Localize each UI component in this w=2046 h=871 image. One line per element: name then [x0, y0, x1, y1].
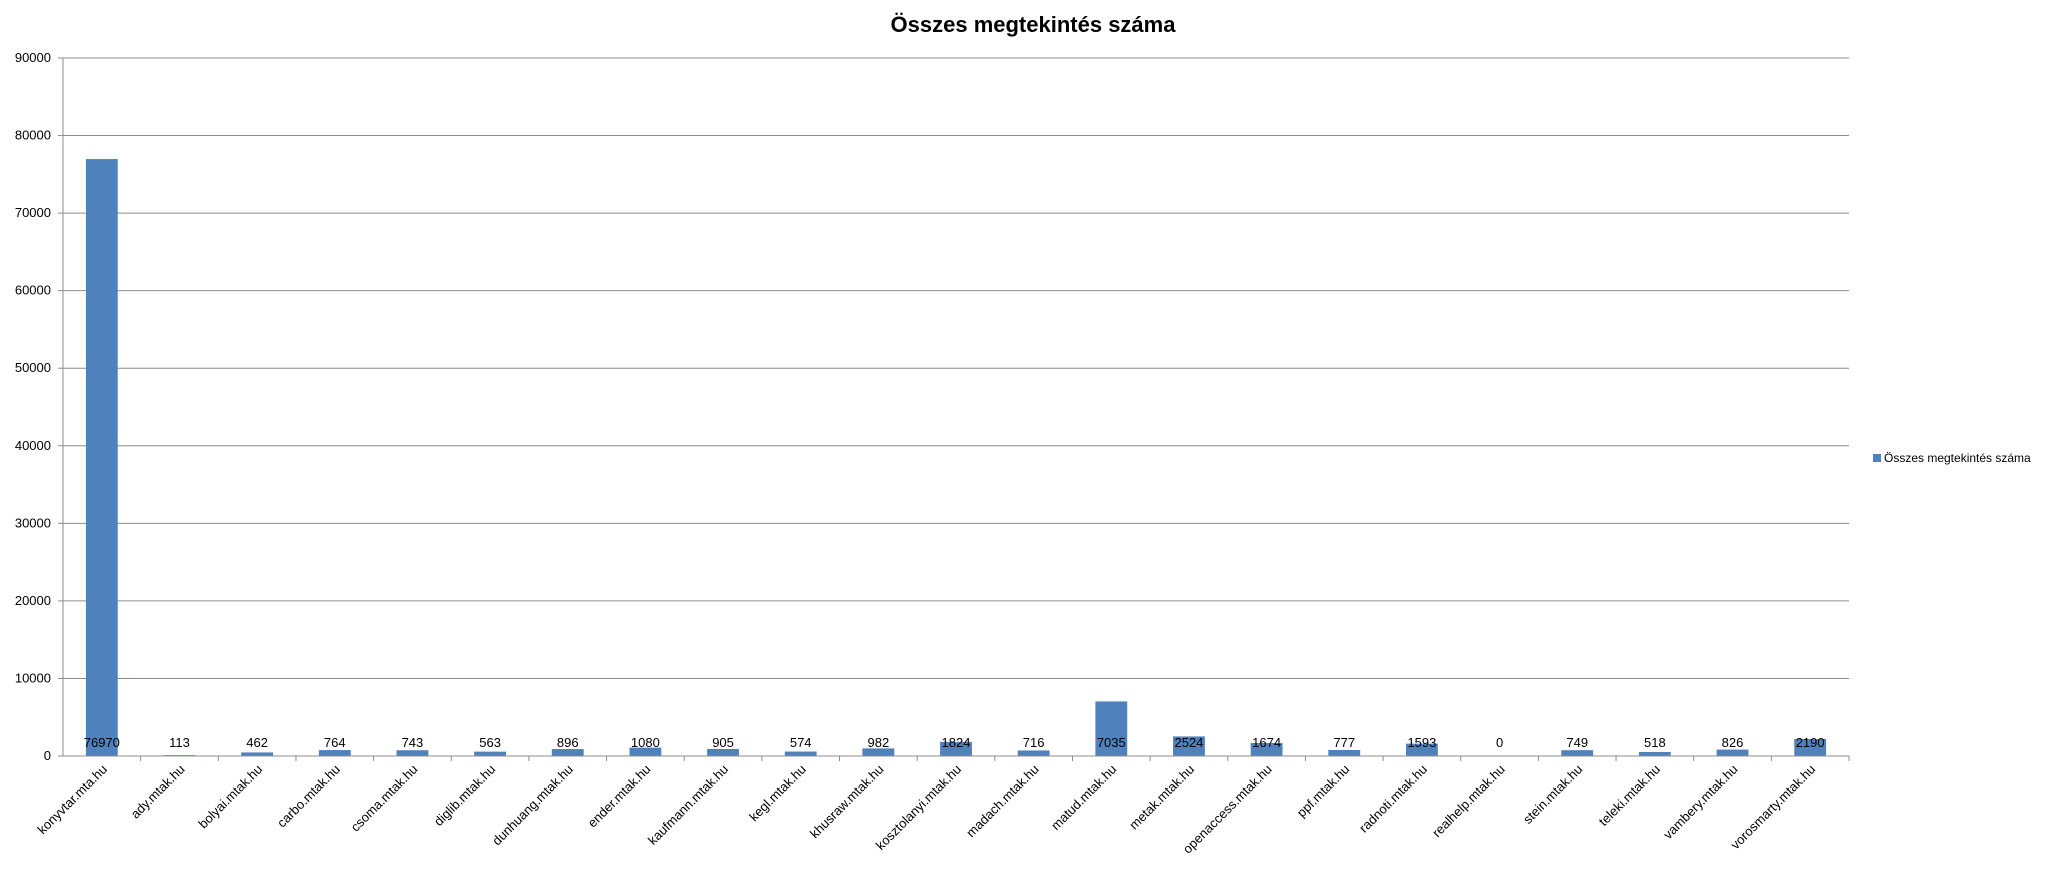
data-label: 1080: [631, 735, 660, 750]
data-label: 764: [324, 735, 346, 750]
x-tick-label: kosztolanyi.mtak.hu: [873, 762, 964, 853]
legend: Összes megtekintés száma: [1873, 451, 2031, 465]
bar: [318, 750, 351, 756]
bar: [85, 159, 118, 757]
y-tick-label: 20000: [15, 593, 51, 608]
x-tick-label: matud.mtak.hu: [1048, 762, 1119, 833]
x-tick-label: kegl.mtak.hu: [746, 762, 809, 825]
bar: [1794, 739, 1827, 756]
x-tick-label: ppf.mtak.hu: [1294, 762, 1353, 821]
bar: [474, 751, 507, 756]
data-label: 896: [557, 735, 579, 750]
x-tick-label: khusraw.mtak.hu: [807, 762, 887, 842]
x-tick-label: vambery.mtak.hu: [1660, 762, 1740, 842]
y-tick-label: 50000: [15, 360, 51, 375]
bar: [1173, 736, 1205, 756]
bar: [241, 752, 274, 756]
gridlines: [63, 57, 1849, 757]
y-tick-label: 30000: [15, 515, 51, 530]
x-tick-label: csoma.mtak.hu: [348, 762, 421, 835]
data-label: 2524: [1174, 735, 1203, 750]
data-label: 0: [1496, 735, 1503, 750]
data-label: 76970: [84, 735, 120, 750]
y-tick-label: 0: [44, 748, 51, 763]
bars: [85, 159, 1827, 757]
legend-label: Összes megtekintés száma: [1884, 451, 2031, 465]
bar: [396, 750, 429, 756]
bar: [1716, 749, 1749, 756]
y-axis-ticks: 0 10000 20000 30000 40000 50000 60000 70000 8000…: [15, 50, 63, 763]
data-label: 462: [246, 735, 268, 750]
x-axis-ticks: konyvtar.mta.hu ady.mtak.hu bolyai.mtak.hu…: [34, 756, 1850, 857]
chart-title: Összes megtekintés száma: [891, 12, 1177, 37]
bar: [1638, 751, 1671, 756]
bar: [551, 749, 584, 756]
x-tick-label: dunhuang.mtak.hu: [489, 762, 576, 849]
data-label: 574: [790, 735, 812, 750]
x-tick-label: radnoti.mtak.hu: [1356, 762, 1430, 836]
x-tick-label: ender.mtak.hu: [585, 762, 654, 831]
data-label: 113: [169, 735, 190, 750]
x-tick-label: ady.mtak.hu: [128, 762, 188, 822]
x-tick-label: diglib.mtak.hu: [431, 762, 498, 829]
x-tick-label: kaufmann.mtak.hu: [645, 762, 731, 848]
bar: [1250, 743, 1283, 756]
bar: [707, 748, 739, 756]
bar: [629, 747, 662, 756]
data-label: 1593: [1407, 735, 1436, 750]
data-label: 1674: [1252, 735, 1281, 750]
data-label: 826: [1722, 735, 1744, 750]
x-tick-label: konyvtar.mta.hu: [34, 762, 110, 838]
x-tick-label: carbo.mtak.hu: [274, 762, 343, 831]
data-label: 518: [1644, 735, 1666, 750]
data-labels: 76970 113 462 764 743 563 896 1080 905 574 982 1824…: [84, 735, 1825, 750]
axes: [62, 58, 1849, 757]
bar: [862, 748, 895, 756]
y-tick-label: 40000: [15, 438, 51, 453]
data-label: 2190: [1796, 735, 1825, 750]
y-tick-label: 10000: [15, 670, 51, 685]
x-tick-label: bolyai.mtak.hu: [195, 762, 265, 832]
data-label: 7035: [1097, 735, 1126, 750]
x-tick-label: teleki.mtak.hu: [1596, 762, 1663, 829]
x-tick-label: vorosmarty.mtak.hu: [1728, 762, 1819, 853]
y-tick-label: 70000: [15, 205, 51, 220]
x-tick-label: metak.mtak.hu: [1126, 762, 1197, 833]
bar: [1561, 750, 1594, 756]
data-label: 749: [1566, 735, 1588, 750]
data-label: 563: [479, 735, 501, 750]
x-tick-label: realhelp.mtak.hu: [1429, 762, 1508, 841]
bar: [940, 741, 972, 756]
bar: [784, 751, 817, 756]
y-tick-label: 80000: [15, 128, 51, 143]
bar: [1017, 750, 1050, 756]
x-tick-label: stein.mtak.hu: [1520, 762, 1585, 827]
data-label: 905: [712, 735, 734, 750]
legend-swatch: [1873, 454, 1881, 462]
data-label: 982: [867, 735, 889, 750]
data-label: 743: [402, 735, 424, 750]
y-tick-label: 60000: [15, 283, 51, 298]
data-label: 777: [1333, 735, 1355, 750]
bar: [1328, 749, 1361, 756]
x-tick-label: madach.mtak.hu: [963, 762, 1042, 841]
y-tick-label: 90000: [15, 50, 51, 65]
bar: [1095, 701, 1128, 756]
data-label: 1824: [942, 735, 971, 750]
data-label: 716: [1023, 735, 1045, 750]
bar: [1405, 743, 1438, 756]
x-tick-label: openaccess.mtak.hu: [1180, 762, 1275, 857]
